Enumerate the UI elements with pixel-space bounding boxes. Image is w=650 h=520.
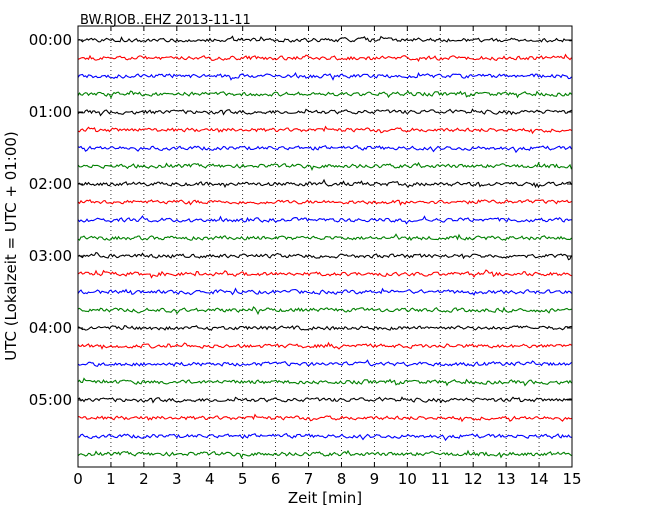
trace-line bbox=[77, 287, 572, 296]
trace-line bbox=[77, 199, 572, 206]
trace-line bbox=[77, 413, 572, 423]
grid-lines bbox=[110, 26, 540, 467]
y-tick-label: 01:00 bbox=[29, 103, 72, 121]
trace-line bbox=[77, 359, 572, 367]
y-tick-label: 02:00 bbox=[29, 175, 72, 193]
x-tick-label: 7 bbox=[304, 470, 314, 488]
trace-line bbox=[77, 433, 572, 442]
plot-frame bbox=[77, 25, 573, 468]
trace-line bbox=[77, 306, 572, 316]
trace-line bbox=[77, 396, 572, 404]
x-tick-label: 4 bbox=[205, 470, 215, 488]
x-tick-label: 9 bbox=[370, 470, 380, 488]
trace-line bbox=[77, 341, 572, 350]
trace-line bbox=[77, 449, 572, 459]
x-tick-label: 5 bbox=[238, 470, 248, 488]
trace-line bbox=[77, 269, 572, 279]
y-tick-label: 04:00 bbox=[29, 319, 72, 337]
trace-line bbox=[77, 125, 572, 135]
x-tick-label: 15 bbox=[562, 470, 581, 488]
x-tick-label: 0 bbox=[73, 470, 83, 488]
trace-line bbox=[77, 178, 572, 189]
y-axis-label: UTC (Lokalzeit = UTC + 01:00) bbox=[2, 131, 20, 361]
trace-line bbox=[77, 251, 573, 261]
trace-line bbox=[77, 71, 572, 81]
trace-line bbox=[77, 325, 572, 331]
x-tick-label: 14 bbox=[530, 470, 549, 488]
x-tick-label: 6 bbox=[271, 470, 281, 488]
x-tick-label: 12 bbox=[464, 470, 483, 488]
y-tick-label: 00:00 bbox=[29, 31, 72, 49]
x-tick-label: 1 bbox=[106, 470, 116, 488]
y-tick-label: 03:00 bbox=[29, 247, 72, 265]
trace-line bbox=[77, 215, 572, 225]
trace-line bbox=[77, 90, 572, 99]
trace-group bbox=[77, 35, 573, 459]
trace-line bbox=[77, 161, 573, 171]
y-axis: 00:00 01:00 02:00 03:00 04:00 05:00 bbox=[29, 31, 572, 409]
x-tick-label: 2 bbox=[139, 470, 149, 488]
x-tick-label: 3 bbox=[172, 470, 182, 488]
trace-line bbox=[77, 53, 572, 62]
x-axis-label: Zeit [min] bbox=[288, 489, 362, 507]
trace-line bbox=[77, 145, 572, 154]
x-tick-label: 13 bbox=[497, 470, 516, 488]
x-tick-label: 10 bbox=[398, 470, 417, 488]
trace-line bbox=[77, 233, 572, 241]
trace-line bbox=[77, 35, 572, 43]
x-tick-label: 11 bbox=[431, 470, 450, 488]
trace-line bbox=[77, 108, 572, 117]
chart-title: BW.RJOB..EHZ 2013-11-11 bbox=[80, 13, 251, 28]
x-tick-label: 8 bbox=[337, 470, 347, 488]
x-axis: 0 1 2 3 4 5 6 7 8 9 10 11 12 13 14 15 bbox=[73, 26, 582, 488]
trace-line bbox=[77, 377, 572, 387]
y-tick-label: 05:00 bbox=[29, 391, 72, 409]
